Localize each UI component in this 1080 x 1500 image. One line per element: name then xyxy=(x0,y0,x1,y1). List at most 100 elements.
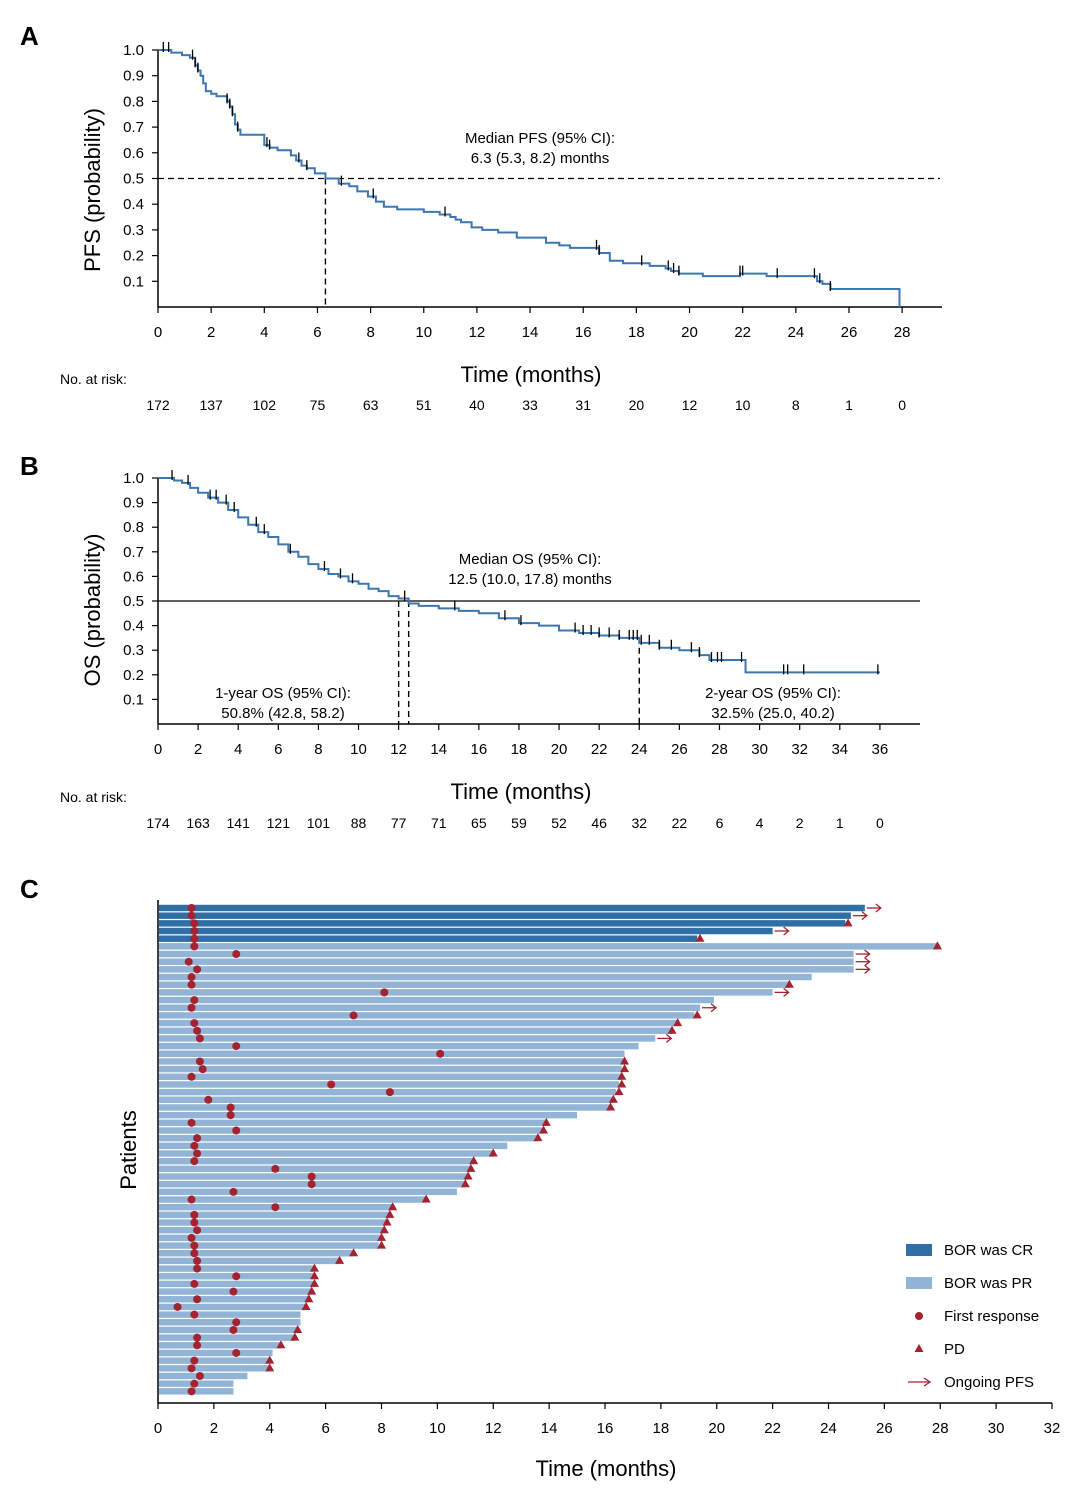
pfs-survival-curve xyxy=(158,49,901,307)
panel-b-risk-label: No. at risk: xyxy=(60,789,127,805)
pd-marker xyxy=(379,1225,389,1234)
panel-b-annotation-line2: 12.5 (10.0, 17.8) months xyxy=(448,571,611,588)
first-response-marker xyxy=(187,1072,196,1081)
os-ytick-label: 0.4 xyxy=(123,618,144,635)
first-response-marker xyxy=(380,988,389,997)
pd-marker xyxy=(382,1217,392,1226)
pfs-ytick-label: 0.4 xyxy=(123,196,144,213)
pd-marker xyxy=(377,1240,386,1249)
swimmer-bar xyxy=(159,1257,340,1265)
swimmer-bar xyxy=(159,904,865,912)
first-response-marker xyxy=(187,1364,196,1373)
panel-b-plot: 0.10.20.30.40.50.60.70.80.91.00 2 4 6 8 10 12 1… xyxy=(123,470,920,758)
pfs-ytick-label: 0.2 xyxy=(123,248,144,265)
swimmer-bar xyxy=(159,1250,354,1257)
swimmer-bar xyxy=(159,1150,494,1157)
first-response-marker xyxy=(187,973,196,982)
pfs-xtick-label: 16 xyxy=(575,324,592,341)
swimmer-bar xyxy=(159,1019,678,1027)
pfs-xtick-label: 8 xyxy=(366,324,374,341)
pd-marker xyxy=(466,1163,476,1172)
swimmer-bar xyxy=(159,1265,315,1272)
swimmer-bar xyxy=(159,981,790,988)
swimmer-bar xyxy=(159,1234,382,1242)
swimmer-xtick-label: 16 xyxy=(597,1420,614,1437)
first-response-marker xyxy=(271,1203,280,1212)
panel-c-letter: C xyxy=(20,874,39,904)
panel-b-annotation-line1: Median OS (95% CI): xyxy=(459,551,602,568)
os-risk-value: 32 xyxy=(631,815,647,831)
legend-swatch-pr xyxy=(906,1277,932,1289)
legend-swatch-response xyxy=(915,1312,923,1320)
pfs-risk-value: 1 xyxy=(845,397,853,413)
swimmer-bar xyxy=(159,1188,457,1196)
pfs-risk-value: 10 xyxy=(735,397,751,413)
first-response-marker xyxy=(187,1195,196,1204)
swimmer-bar xyxy=(159,1365,270,1372)
first-response-marker xyxy=(190,1249,199,1258)
pfs-risk-value: 51 xyxy=(416,397,432,413)
swimmer-xtick-label: 8 xyxy=(377,1420,385,1437)
first-response-marker xyxy=(193,1256,202,1265)
first-response-marker xyxy=(204,1095,213,1104)
panel-a-annotation-line1: Median PFS (95% CI): xyxy=(465,130,615,147)
os-risk-value: 71 xyxy=(431,815,447,831)
swimmer-bar xyxy=(159,1104,611,1111)
first-response-marker xyxy=(190,934,199,943)
first-response-marker xyxy=(190,919,199,928)
pfs-risk-value: 33 xyxy=(522,397,538,413)
ongoing-arrow-head xyxy=(864,964,871,974)
swimmer-xtick-label: 4 xyxy=(266,1420,274,1437)
pfs-risk-value: 0 xyxy=(898,397,906,413)
swimmer-bar xyxy=(159,935,698,942)
pfs-risk-value: 40 xyxy=(469,397,485,413)
pd-marker xyxy=(388,1202,398,1211)
first-response-marker xyxy=(187,980,196,989)
first-response-marker xyxy=(226,1103,235,1112)
pfs-ytick-label: 0.5 xyxy=(123,171,144,188)
swimmer-bar xyxy=(159,1081,619,1088)
pd-marker xyxy=(667,1025,677,1034)
first-response-marker xyxy=(226,1111,235,1120)
pd-marker xyxy=(469,1156,479,1165)
pfs-risk-value: 102 xyxy=(253,397,277,413)
pfs-ytick-label: 1.0 xyxy=(123,42,144,59)
first-response-marker xyxy=(385,1088,394,1097)
first-response-marker xyxy=(195,1371,204,1380)
panel-c-plot: 0 2 4 6 8 10 12 14 16 18 20 22 24 26 28 30 32 xyxy=(154,900,1060,1437)
pfs-xtick-label: 14 xyxy=(522,324,539,341)
swimmer-xtick-label: 22 xyxy=(764,1420,781,1437)
os-xtick-label: 14 xyxy=(430,741,447,758)
swimmer-bar xyxy=(159,989,773,996)
pfs-ytick-label: 0.7 xyxy=(123,119,144,136)
pd-marker xyxy=(606,1102,616,1111)
pd-marker xyxy=(695,933,705,942)
swimmer-bar xyxy=(159,1342,281,1349)
os-ytick-label: 0.9 xyxy=(123,495,144,512)
os-xtick-label: 34 xyxy=(831,741,848,758)
pd-marker xyxy=(539,1125,549,1134)
first-response-marker xyxy=(232,1272,241,1281)
os-ytick-label: 0.3 xyxy=(123,642,144,659)
os-risk-value: 52 xyxy=(551,815,567,831)
ongoing-arrow-head xyxy=(864,949,871,959)
first-response-marker xyxy=(229,1187,238,1196)
os-ytick-label: 0.6 xyxy=(123,568,144,585)
first-response-marker xyxy=(229,1325,238,1334)
swimmer-bar xyxy=(159,1027,673,1034)
swimmer-bar xyxy=(159,973,812,981)
swimmer-bar xyxy=(159,1219,388,1226)
pfs-risk-value: 12 xyxy=(682,397,698,413)
swimmer-bar xyxy=(159,1157,474,1165)
pd-marker xyxy=(692,1010,702,1019)
first-response-marker xyxy=(184,957,193,966)
os-xtick-label: 20 xyxy=(551,741,568,758)
swimmer-bar xyxy=(159,1334,295,1341)
pfs-risk-value: 8 xyxy=(792,397,800,413)
pd-marker xyxy=(309,1263,319,1272)
pfs-risk-value: 63 xyxy=(363,397,379,413)
first-response-marker xyxy=(173,1302,182,1311)
pfs-risk-value: 172 xyxy=(146,397,170,413)
os-risk-value: 1 xyxy=(836,815,844,831)
pd-marker xyxy=(293,1324,303,1333)
